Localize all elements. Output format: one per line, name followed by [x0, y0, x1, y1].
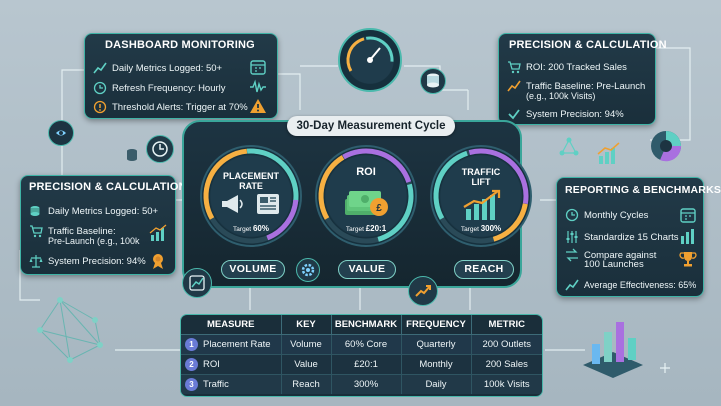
scale-icon — [29, 254, 43, 268]
gauge-target: Target £20:1 — [345, 224, 387, 233]
table-row: 2 ROI Value £20:1 Monthly 200 Sales — [181, 353, 542, 374]
gauge-target: Target 300% — [460, 224, 502, 233]
panel-row: Average Effectiveness: 65% — [565, 278, 696, 292]
gauge-title: PLACEMENT — [223, 171, 279, 181]
trend-icon — [93, 61, 107, 75]
coin-stack-icon — [29, 204, 43, 218]
clock-icon — [146, 135, 174, 163]
bar-chart-up-icon — [149, 224, 167, 242]
database-icon — [420, 68, 446, 94]
panel-row: System Precision: 94% — [507, 107, 624, 121]
compare-icon — [565, 248, 579, 262]
panel-row-continued: (e.g., 100k Visits) — [526, 91, 596, 101]
precision-calculation-panel-left: PRECISION & CALCULATION Daily Metrics Lo… — [20, 175, 187, 275]
panel-title: REPORTING & BENCHMARKS — [565, 184, 721, 196]
panel-row-continued: Pre-Launch (e.g., 100k — [48, 236, 140, 246]
column-header: MEASURE — [181, 315, 282, 335]
reach-pill: REACH — [454, 260, 514, 279]
waveform-icon — [249, 78, 267, 96]
money-stack-icon: £ — [343, 185, 391, 221]
ribbon-icon — [149, 252, 167, 270]
calendar-icon — [249, 58, 267, 76]
compass-gauge-icon — [338, 28, 402, 92]
table-row: 1 Placement Rate Volume 60% Core Quarterl… — [181, 333, 542, 354]
cart-icon — [29, 224, 43, 238]
column-header: BENCHMARK — [331, 315, 402, 335]
row-number: 3 — [185, 377, 198, 391]
gear-icon — [296, 258, 320, 282]
panel-title: DASHBOARD MONITORING — [105, 39, 255, 51]
reporting-benchmarks-panel: REPORTING & BENCHMARKS Monthly Cycles St… — [556, 177, 721, 297]
gauge-title: ROI — [356, 166, 376, 178]
svg-text:£: £ — [376, 203, 382, 214]
clock-icon — [565, 208, 579, 222]
bar-chart-icon — [679, 227, 697, 245]
gauge-title: TRAFFIC — [461, 167, 501, 177]
cycle-title: 30-Day Measurement Cycle — [287, 116, 455, 136]
trend-icon — [565, 278, 579, 292]
pie-chart-icon — [648, 128, 684, 164]
metrics-table-grid: MEASURE KEY BENCHMARK FREQUENCY METRIC 1… — [181, 315, 542, 394]
sliders-icon — [565, 230, 579, 244]
panel-row: Standardize 15 Charts — [565, 230, 679, 244]
panel-row: System Precision: 94% — [29, 254, 146, 268]
panel-row: Compare against — [565, 248, 656, 262]
panel-row: Monthly Cycles — [565, 208, 648, 222]
bar-chart-up-icon — [462, 189, 502, 221]
network-icon — [558, 136, 580, 158]
panel-row: Traffic Baseline: — [29, 224, 116, 238]
trend-up-icon — [408, 276, 438, 306]
newspaper-icon — [256, 193, 280, 215]
panel-row: Refresh Frequency: Hourly — [93, 81, 226, 95]
chart-icon — [182, 268, 212, 298]
column-header: METRIC — [471, 315, 542, 335]
bar-chart-icon — [597, 142, 621, 166]
dashboard-monitoring-panel: DASHBOARD MONITORING Daily Metrics Logge… — [84, 33, 278, 119]
panel-title: PRECISION & CALCULATION — [509, 39, 667, 51]
alert-triangle-icon — [249, 97, 267, 115]
sparkle-icon — [660, 360, 670, 373]
column-header: FREQUENCY — [401, 315, 472, 335]
trend-icon — [507, 79, 521, 93]
panel-row-continued: 100 Launches — [584, 259, 644, 270]
panel-row: ROI: 200 Tracked Sales — [507, 60, 627, 74]
row-number: 2 — [185, 357, 198, 371]
column-header: KEY — [281, 315, 332, 335]
volume-pill: VOLUME — [221, 260, 285, 279]
clock-icon — [93, 81, 107, 95]
calendar-icon — [679, 206, 697, 224]
gauge-title-line2: LIFT — [471, 177, 491, 187]
panel-row: Traffic Baseline: Pre-Launch — [507, 79, 645, 93]
row-number: 1 — [185, 337, 198, 351]
bar-chart-3d-icon — [578, 310, 648, 380]
value-pill: VALUE — [338, 260, 396, 279]
trophy-icon — [679, 250, 697, 268]
panel-row: Daily Metrics Logged: 50+ — [29, 204, 158, 218]
database-icon — [126, 148, 138, 162]
placement-rate-gauge: PLACEMENT RATE Target 60% — [200, 145, 302, 247]
checkmark-icon — [507, 107, 521, 121]
megaphone-icon — [220, 193, 246, 215]
table-header-row: MEASURE KEY BENCHMARK FREQUENCY METRIC — [181, 315, 542, 335]
traffic-lift-gauge: TRAFFIC LIFT Target 300% — [430, 145, 532, 247]
gauge-target: Target 60% — [233, 224, 269, 233]
precision-calculation-panel-right: PRECISION & CALCULATION ROI: 200 Tracked… — [498, 33, 667, 125]
metrics-table: MEASURE KEY BENCHMARK FREQUENCY METRIC 1… — [180, 314, 543, 397]
panel-row: Threshold Alerts: Trigger at 70% — [93, 100, 248, 114]
gauge-title-line2: RATE — [239, 181, 263, 191]
network-icon — [48, 120, 74, 146]
roi-gauge: ROI £ Target £20:1 — [315, 145, 417, 247]
cart-icon — [507, 60, 521, 74]
alert-circle-icon — [93, 100, 107, 114]
panel-row: Daily Metrics Logged: 50+ — [93, 61, 222, 75]
table-row: 3 Traffic Reach 300% Daily 100k Visits — [181, 373, 542, 394]
panel-title: PRECISION & CALCULATION — [29, 181, 187, 193]
